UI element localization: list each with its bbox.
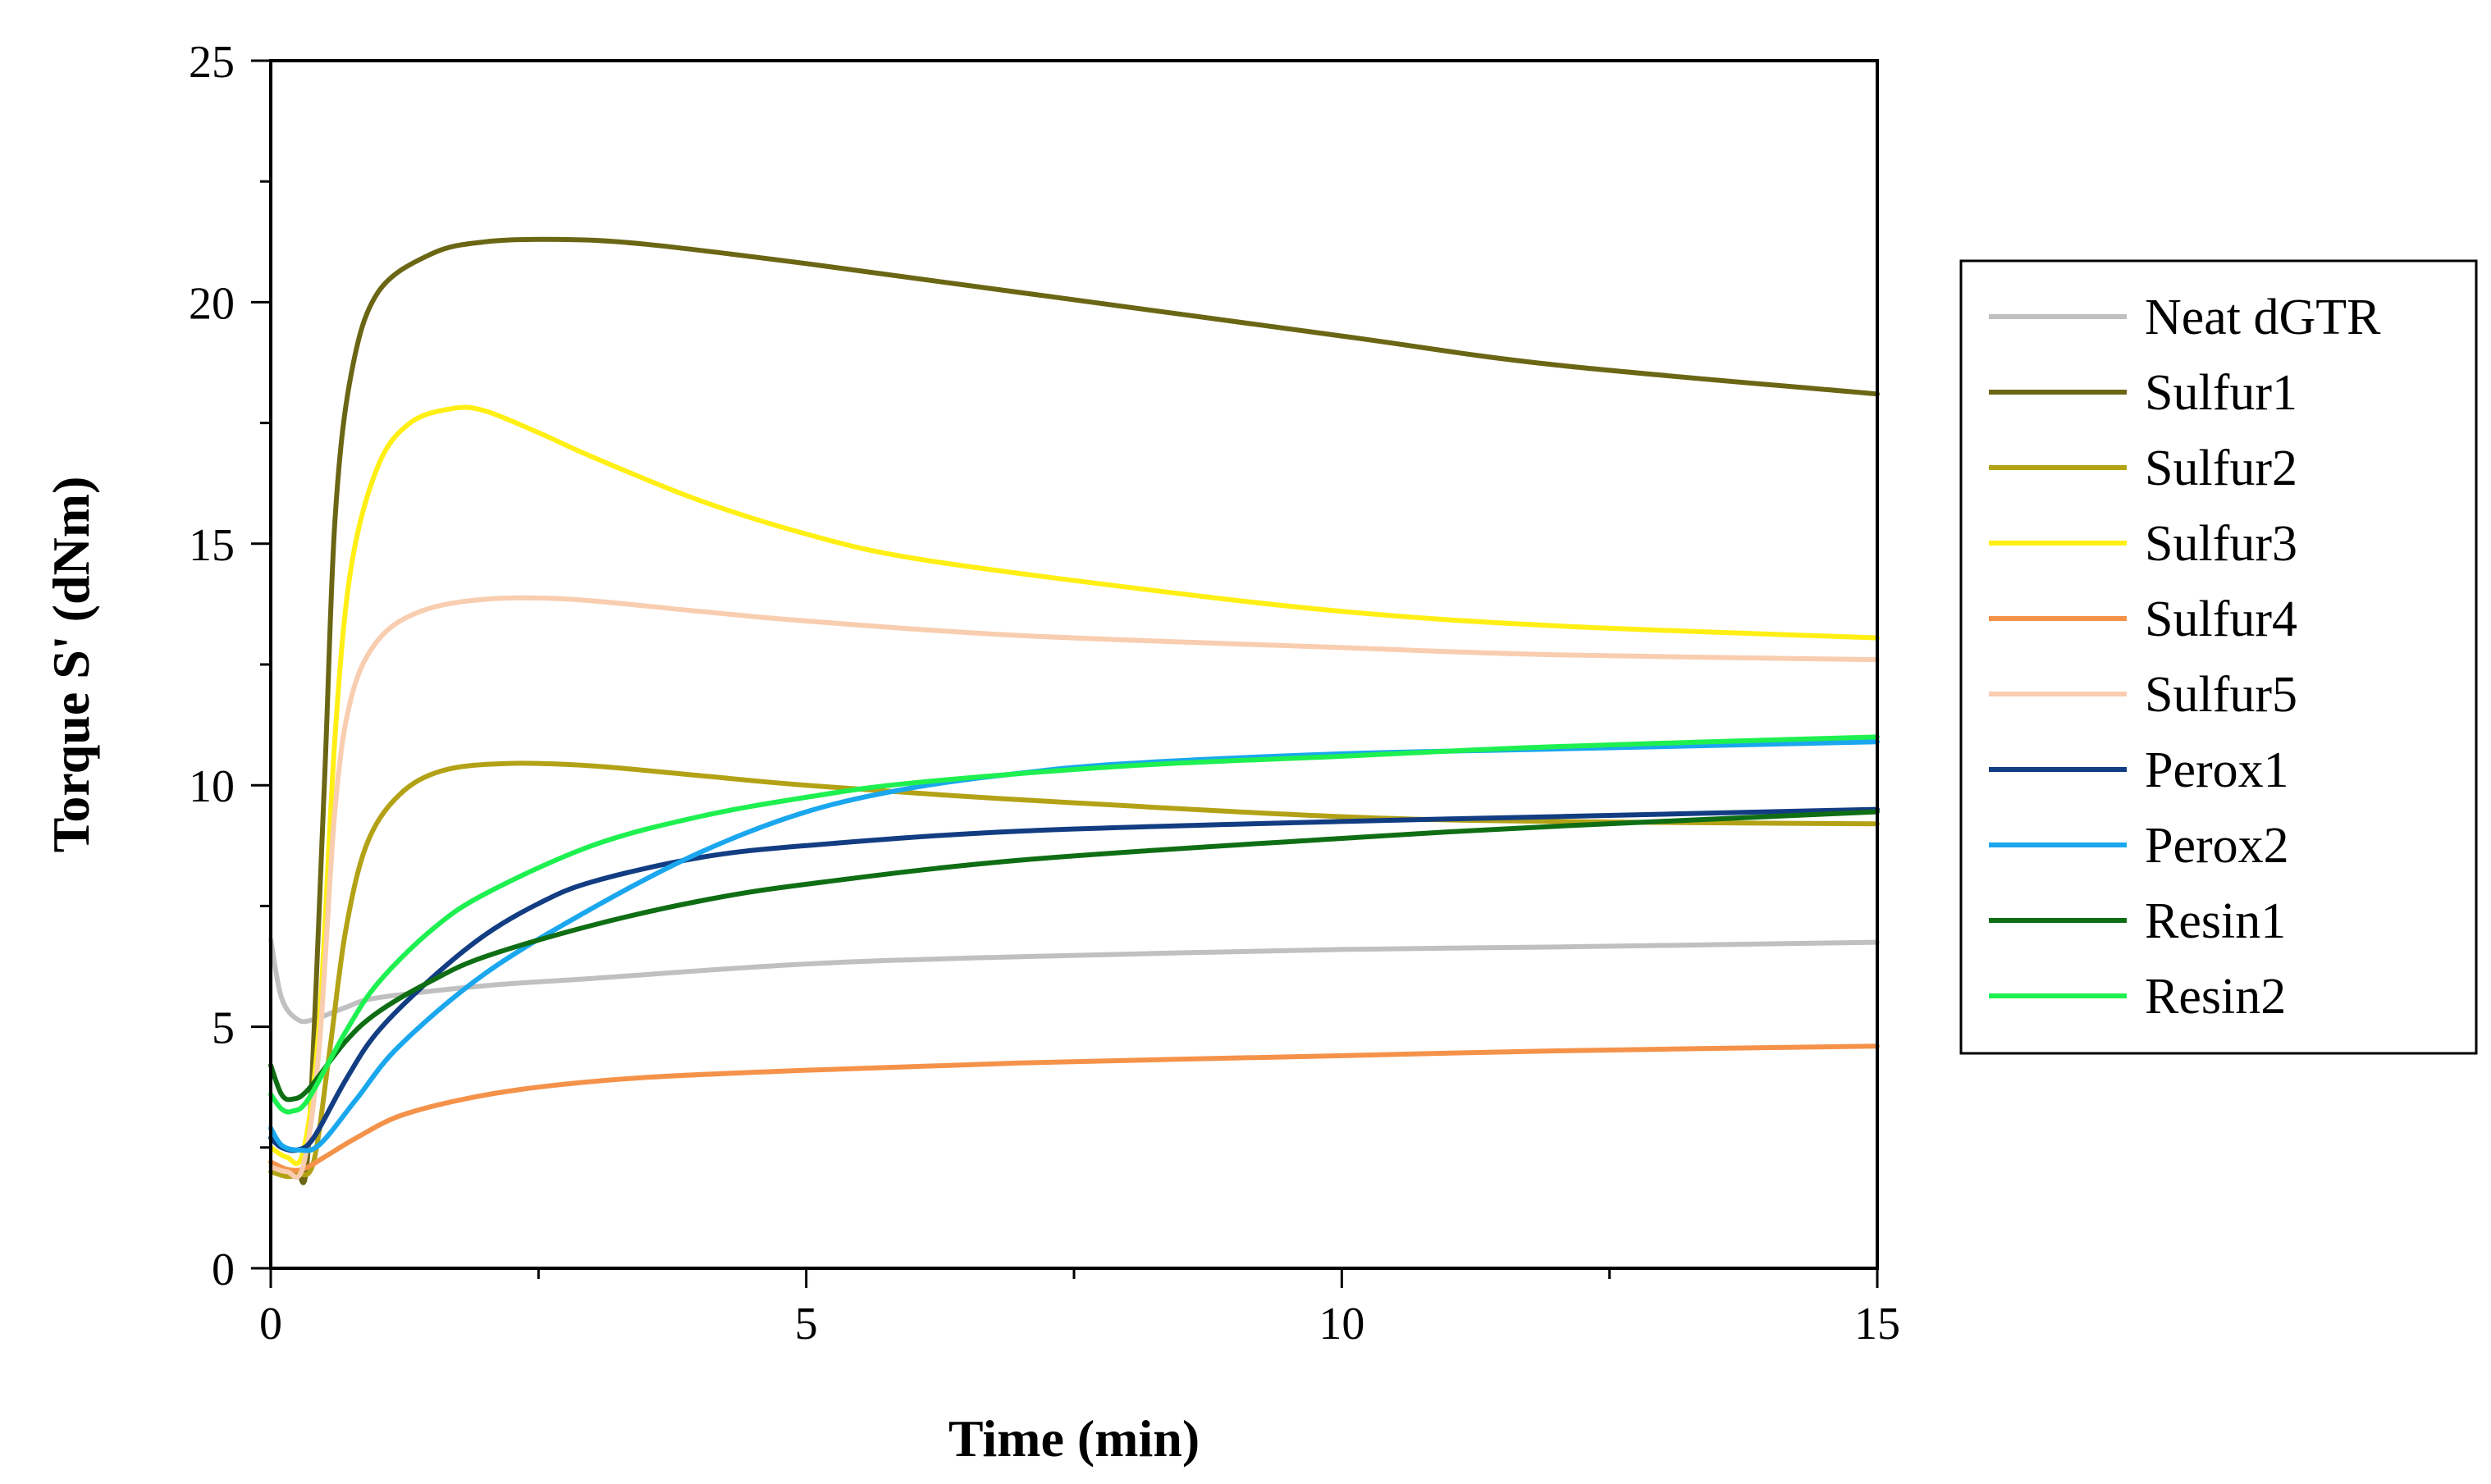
legend: Neat dGTR Sulfur1 Sulfur2 Sulfur3 Sulfur4 Sul…: [1959, 259, 2478, 1055]
y-tick-label: 10: [189, 761, 235, 812]
y-axis-ticks: 0 5 10 15 20 25: [189, 37, 271, 1295]
series-line-0: [268, 937, 1880, 1025]
y-tick-label: 25: [189, 37, 235, 88]
y-axis-title: Torque S' (dNm): [42, 477, 100, 853]
legend-label-5: Sulfur5: [2145, 667, 2297, 723]
series-line-4: [268, 1043, 1880, 1173]
x-tick-label: 15: [1854, 1299, 1900, 1349]
series-line-5: [268, 595, 1880, 1180]
legend-label-1: Sulfur1: [2145, 365, 2297, 421]
x-tick-label: 5: [795, 1299, 818, 1349]
legend-label-9: Resin2: [2145, 969, 2286, 1025]
series-line-6: [268, 806, 1880, 1153]
series-line-9: [268, 734, 1880, 1115]
legend-label-2: Sulfur2: [2145, 441, 2297, 496]
x-tick-label: 0: [259, 1299, 282, 1349]
y-tick-label: 0: [212, 1244, 235, 1295]
legend-label-7: Perox2: [2145, 818, 2289, 874]
x-tick-label: 10: [1319, 1299, 1364, 1349]
series-line-2: [268, 760, 1880, 1180]
legend-label-6: Perox1: [2145, 742, 2289, 798]
legend-label-4: Sulfur4: [2145, 591, 2297, 647]
series-line-8: [268, 809, 1880, 1103]
legend-label-3: Sulfur3: [2145, 516, 2297, 572]
x-axis-ticks: 0 5 10 15: [259, 1268, 1900, 1349]
legend-items: Neat dGTR Sulfur1 Sulfur2 Sulfur3 Sulfur4 Sul…: [1989, 290, 2381, 1025]
legend-label-0: Neat dGTR: [2145, 290, 2381, 345]
x-axis-title: Time (min): [948, 1409, 1200, 1468]
y-tick-label: 20: [189, 278, 235, 329]
legend-label-8: Resin1: [2145, 893, 2286, 949]
y-tick-label: 5: [212, 1003, 235, 1054]
series-line-1: [268, 236, 1880, 1185]
plot-lines: [268, 236, 1880, 1185]
y-tick-label: 15: [189, 520, 235, 571]
